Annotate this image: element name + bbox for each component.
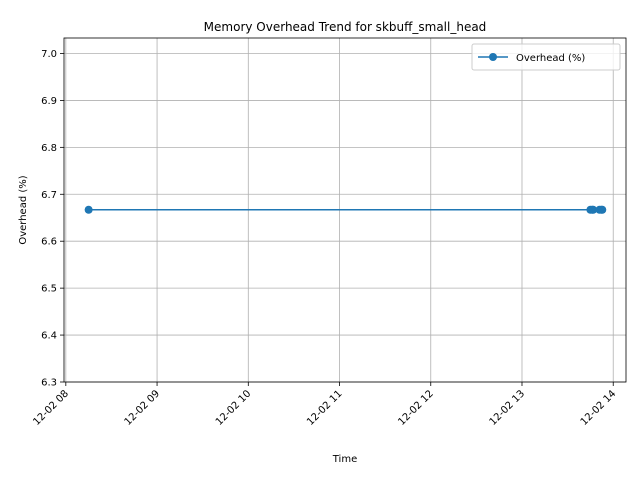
y-tick-label: 6.9 [41, 96, 57, 107]
chart-title: Memory Overhead Trend for skbuff_small_h… [204, 20, 487, 34]
y-tick-label: 6.7 [41, 190, 57, 201]
x-tick-label: 12-02 09 [123, 388, 163, 428]
x-tick-label: 12-02 08 [31, 388, 71, 428]
series-layer [84, 205, 607, 214]
data-point [589, 205, 598, 214]
data-point [84, 205, 93, 214]
y-tick-label: 7.0 [41, 49, 57, 60]
x-tick-label: 12-02 10 [214, 388, 254, 428]
y-tick-label: 6.3 [41, 378, 57, 389]
legend-box [471, 43, 621, 71]
x-tick-label: 12-02 14 [579, 388, 619, 428]
x-axis-label: Time [332, 454, 357, 465]
legend-marker-swatch [489, 53, 497, 61]
x-tick-label: 12-02 12 [396, 388, 436, 428]
x-tick-label: 12-02 11 [305, 388, 345, 428]
x-tick-label: 12-02 13 [488, 388, 528, 428]
x-ticks: 12-02 08 12-02 09 12-02 10 12-02 11 12-02 12… [31, 382, 618, 428]
y-tick-label: 6.5 [41, 284, 57, 295]
y-tick-label: 6.6 [41, 237, 57, 248]
data-point [598, 205, 607, 214]
y-tick-label: 6.4 [41, 331, 57, 342]
legend: Overhead (%) [471, 43, 621, 71]
plot-frame [63, 37, 627, 383]
legend-label: Overhead (%) [516, 53, 585, 64]
y-tick-label: 6.8 [41, 143, 57, 154]
y-axis-label: Overhead (%) [18, 175, 29, 244]
y-ticks: 6.3 6.4 6.5 6.6 6.7 6.8 6.9 7.0 [41, 49, 64, 389]
